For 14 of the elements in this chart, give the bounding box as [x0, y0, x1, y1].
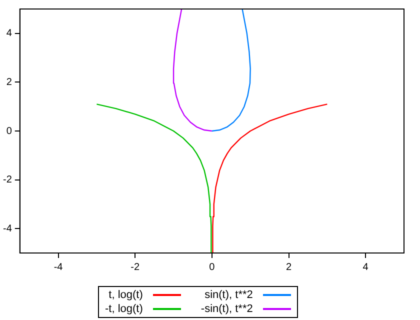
legend-label: t, log(t)	[108, 289, 143, 301]
x-tick-label: 2	[286, 262, 292, 273]
x-tick-label: 0	[209, 262, 216, 273]
x-tick-label: -2	[130, 262, 140, 273]
y-tick-label: 0	[6, 126, 12, 137]
y-tick-label: -4	[2, 223, 12, 234]
legend-label: sin(t), t**2	[204, 289, 253, 301]
x-tick-label: 4	[362, 262, 369, 273]
y-tick-label: 2	[6, 76, 12, 88]
y-tick-label: 4	[6, 28, 12, 40]
legend-label: -t, log(t)	[105, 303, 143, 315]
x-tick-label: -4	[54, 262, 64, 273]
y-tick-label: -2	[2, 174, 12, 186]
legend-label: -sin(t), t**2	[200, 303, 253, 315]
